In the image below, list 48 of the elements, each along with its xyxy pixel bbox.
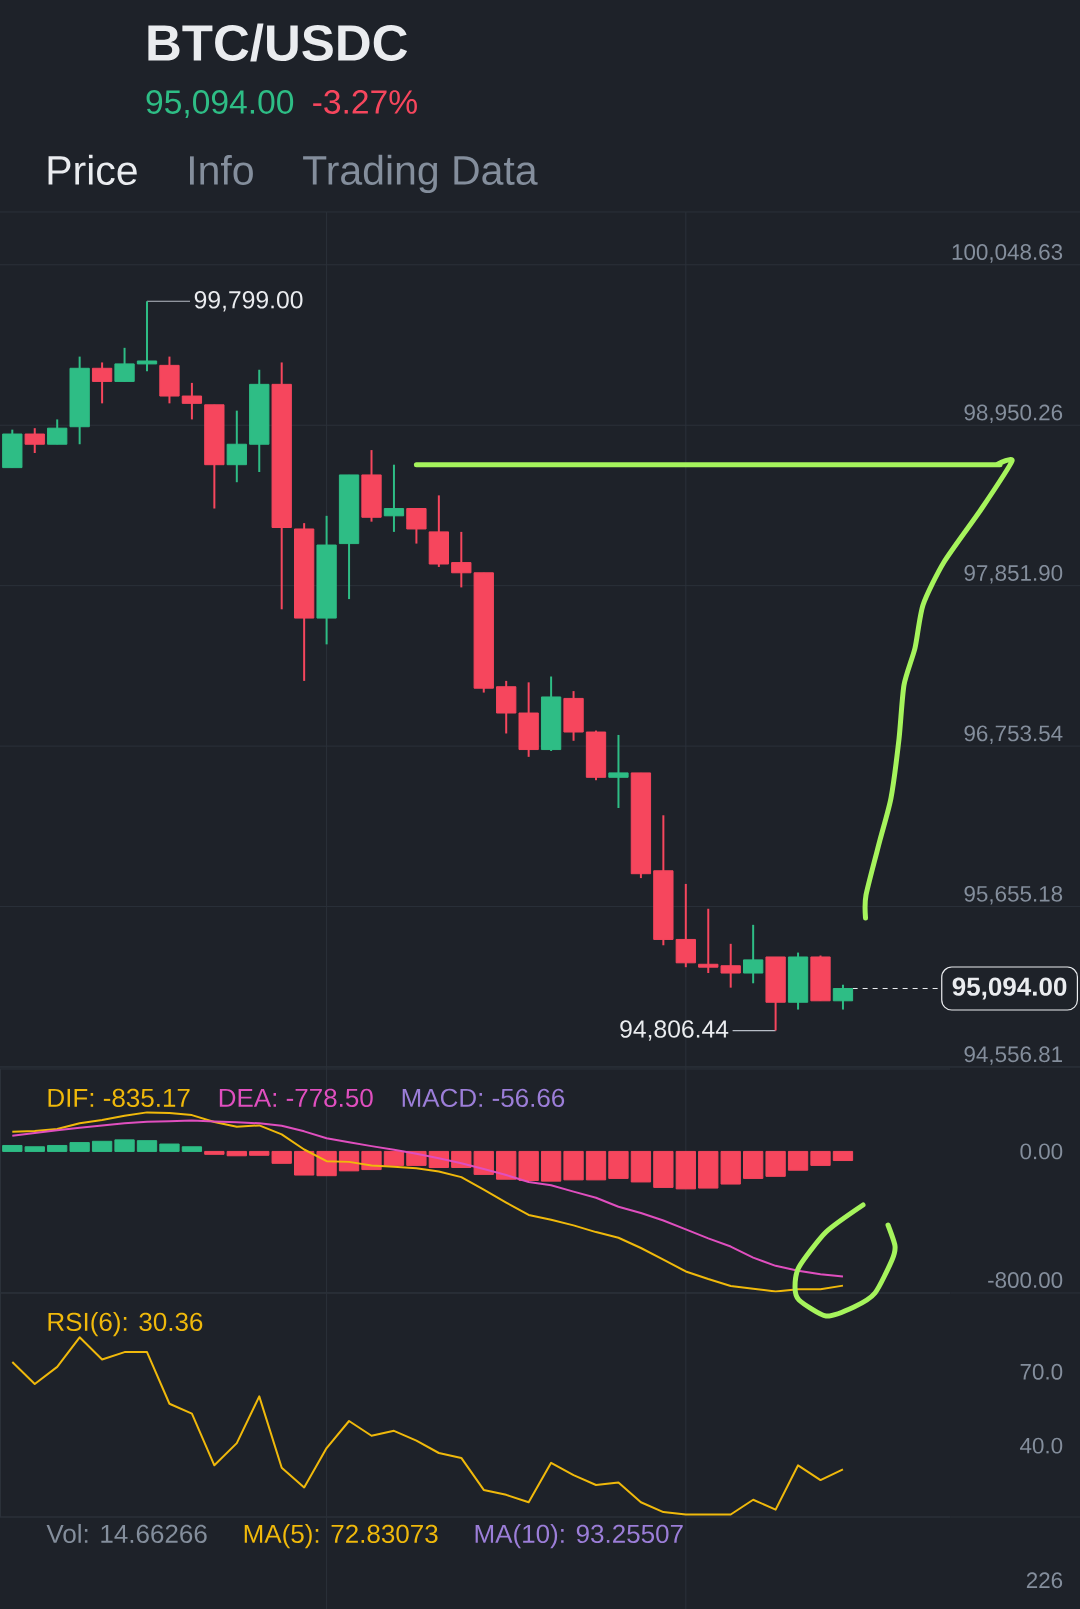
bar <box>832 1150 854 1162</box>
bar <box>608 1150 629 1179</box>
bar <box>810 1150 831 1166</box>
text: 226 <box>1026 1572 1063 1589</box>
series-label: DEA: -778.50 <box>219 1088 373 1108</box>
bar <box>294 1150 315 1176</box>
y-tick-label: 98,950.26 <box>964 404 1063 424</box>
bar <box>563 1150 584 1181</box>
text: Info <box>189 154 253 185</box>
ref-line-label: 95,094.00 <box>952 977 1067 1000</box>
y-tick-label: 95,655.18 <box>964 885 1063 905</box>
bar <box>630 1150 652 1183</box>
bar <box>91 1140 113 1152</box>
y-tick-label: 96,753.54 <box>964 725 1063 744</box>
y-tick-label: 0.00 <box>1020 1143 1063 1160</box>
series-label: DIF: -835.17 <box>48 1088 190 1108</box>
series-label: RSI(6): 30.36 <box>48 1311 203 1337</box>
bar <box>765 1150 786 1177</box>
bar <box>585 1150 607 1181</box>
y-tick-label: 94,556.81 <box>964 1046 1063 1065</box>
text: MA(5): 72.83073 <box>244 1523 438 1549</box>
annotation: MACD: -56.66 <box>402 1088 565 1108</box>
bar <box>338 1150 360 1172</box>
y-tick-label: -800.00 <box>988 1272 1063 1288</box>
bar <box>159 1143 180 1152</box>
bar <box>540 1150 562 1182</box>
bar <box>136 1140 158 1152</box>
bar <box>743 1150 764 1179</box>
bar <box>383 1150 405 1166</box>
text: Trading Data <box>303 154 538 194</box>
text: -3.27% <box>313 90 417 114</box>
text: MA(10): 93.25507 <box>475 1523 683 1549</box>
annotation: 99,799.00 <box>194 291 303 312</box>
bar <box>114 1139 135 1152</box>
bar <box>787 1150 809 1171</box>
text: Vol: 14.66266 <box>46 1523 207 1544</box>
bar <box>316 1150 337 1177</box>
y-tick-label: 40.0 <box>1020 1437 1063 1454</box>
y-tick-label: 97,851.90 <box>964 565 1063 584</box>
y-tick-label: 70.0 <box>1020 1363 1063 1380</box>
chart-title: BTC/USDC <box>148 23 408 62</box>
bar <box>675 1150 696 1190</box>
bar <box>653 1150 674 1188</box>
y-tick-label: 100,048.63 <box>952 244 1063 263</box>
text: Price <box>48 154 137 185</box>
annotation: 94,806.44 <box>620 1020 729 1041</box>
chart-subtitle: 95,094.00 <box>146 90 294 118</box>
bar <box>181 1146 203 1152</box>
